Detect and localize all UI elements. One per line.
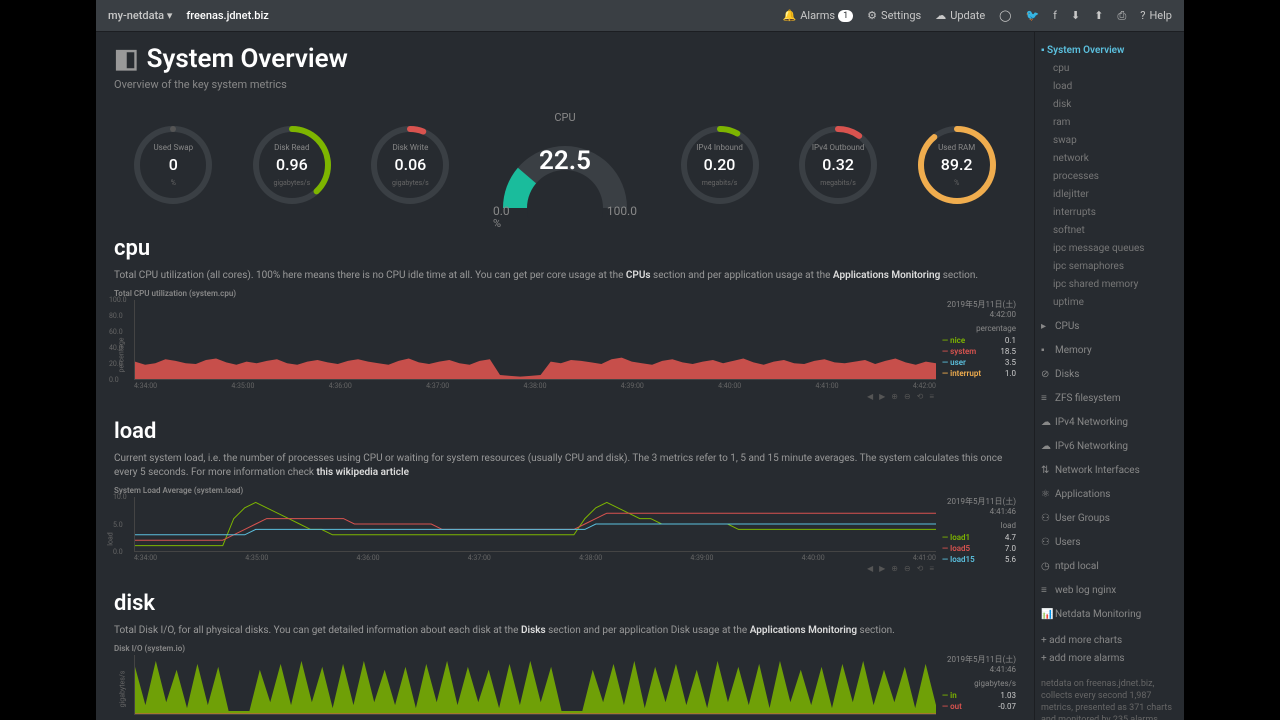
help-button[interactable]: ?Help xyxy=(1140,9,1172,22)
sidebar-sub-interrupts[interactable]: interrupts xyxy=(1041,204,1178,222)
sidebar-web-log-nginx[interactable]: ≡web log nginx xyxy=(1041,582,1178,600)
sidebar-applications[interactable]: ⚛Applications xyxy=(1041,486,1178,504)
disk-chart[interactable] xyxy=(134,655,936,715)
gauge-row: Used Swap 0 % Disk Read 0.96 gigabytes/s… xyxy=(114,111,1016,218)
gauge-ipv4-outbound[interactable]: IPv4 Outbound 0.32 megabits/s xyxy=(794,121,882,209)
sidebar-netdata-monitoring[interactable]: 📊Netdata Monitoring xyxy=(1041,606,1178,624)
sidebar-network-interfaces[interactable]: ⇅Network Interfaces xyxy=(1041,462,1178,480)
sidebar-footer: netdata on freenas.jdnet.biz, collects e… xyxy=(1041,678,1178,720)
print-icon[interactable]: ⎙ xyxy=(1117,9,1126,23)
upload-icon[interactable]: ⬆ xyxy=(1094,9,1103,22)
cpu-chart-title: Total CPU utilization (system.cpu) xyxy=(114,289,1016,298)
sidebar-ipv6-networking[interactable]: ☁IPv6 Networking xyxy=(1041,438,1178,456)
bookmark-icon: ◧ xyxy=(114,44,139,74)
cpu-chart[interactable]: 100.080.060.040.020.00.0 xyxy=(134,300,936,380)
disk-ylabel: gigabytes/s xyxy=(118,671,126,708)
sidebar: ▪ System Overview cpuloaddiskramswapnetw… xyxy=(1034,32,1184,720)
update-button[interactable]: ☁Update xyxy=(935,9,985,22)
cpu-gauge[interactable]: CPU 22.5 0.0 100.0 % xyxy=(485,111,645,218)
load-chart-title: System Load Average (system.load) xyxy=(114,486,1016,495)
gauge-ipv4-inbound[interactable]: IPv4 Inbound 0.20 megabits/s xyxy=(676,121,764,209)
sidebar-ipv4-networking[interactable]: ☁IPv4 Networking xyxy=(1041,414,1178,432)
twitter-icon[interactable]: 🐦 xyxy=(1025,9,1039,22)
sidebar-sub-idlejitter[interactable]: idlejitter xyxy=(1041,186,1178,204)
sidebar-sub-ipc-shared-memory[interactable]: ipc shared memory xyxy=(1041,276,1178,294)
gauge-disk-read[interactable]: Disk Read 0.96 gigabytes/s xyxy=(248,121,336,209)
cpu-heading: cpu xyxy=(114,236,1016,261)
sidebar-sub-load[interactable]: load xyxy=(1041,78,1178,96)
alarms-button[interactable]: 🔔Alarms1 xyxy=(783,9,854,22)
gear-icon: ⚙ xyxy=(867,9,877,22)
cpu-desc: Total CPU utilization (all cores). 100% … xyxy=(114,269,1016,283)
disk-desc: Total Disk I/O, for all physical disks. … xyxy=(114,624,1016,638)
sidebar-sub-softnet[interactable]: softnet xyxy=(1041,222,1178,240)
disks-link[interactable]: Disks xyxy=(521,625,546,636)
sidebar-extra[interactable]: + add more charts xyxy=(1041,632,1178,650)
sidebar-users[interactable]: ⚇Users xyxy=(1041,534,1178,552)
sidebar-sub-uptime[interactable]: uptime xyxy=(1041,294,1178,312)
sidebar-ntpd-local[interactable]: ◷ntpd local xyxy=(1041,558,1178,576)
github-icon[interactable]: ◯ xyxy=(999,9,1011,22)
sidebar-zfs-filesystem[interactable]: ≡ZFS filesystem xyxy=(1041,390,1178,408)
sidebar-sub-ram[interactable]: ram xyxy=(1041,114,1178,132)
sidebar-sub-disk[interactable]: disk xyxy=(1041,96,1178,114)
sidebar-cpus[interactable]: ▸CPUs xyxy=(1041,318,1178,336)
question-icon: ? xyxy=(1140,9,1145,22)
cloud-icon: ☁ xyxy=(935,9,946,22)
sidebar-sub-cpu[interactable]: cpu xyxy=(1041,60,1178,78)
load-desc: Current system load, i.e. the number of … xyxy=(114,452,1016,480)
load-heading: load xyxy=(114,419,1016,444)
gauge-disk-write[interactable]: Disk Write 0.06 gigabytes/s xyxy=(366,121,454,209)
cpu-legend: 2019年5月11日(土)4:42:00 percentage— nice0.1… xyxy=(936,300,1016,401)
sidebar-sub-ipc-message-queues[interactable]: ipc message queues xyxy=(1041,240,1178,258)
bell-icon: 🔔 xyxy=(783,9,797,22)
sidebar-sub-ipc-semaphores[interactable]: ipc semaphores xyxy=(1041,258,1178,276)
download-icon[interactable]: ⬇ xyxy=(1071,9,1080,22)
wiki-link[interactable]: this wikipedia article xyxy=(316,467,408,478)
sidebar-system-overview[interactable]: ▪ System Overview xyxy=(1041,42,1178,60)
sidebar-memory[interactable]: ▪Memory xyxy=(1041,342,1178,360)
load-chart[interactable]: 10.05.00.0 xyxy=(134,497,936,552)
disk-chart-title: Disk I/O (system.io) xyxy=(114,644,1016,653)
sidebar-user-groups[interactable]: ⚇User Groups xyxy=(1041,510,1178,528)
sidebar-sub-network[interactable]: network xyxy=(1041,150,1178,168)
sidebar-sub-processes[interactable]: processes xyxy=(1041,168,1178,186)
main-content: ◧System Overview Overview of the key sys… xyxy=(96,32,1034,720)
apps-link[interactable]: Applications Monitoring xyxy=(833,270,940,281)
gauge-used-swap[interactable]: Used Swap 0 % xyxy=(129,121,217,209)
page-title: ◧System Overview xyxy=(114,44,1016,74)
brand-dropdown[interactable]: my-netdata ▾ xyxy=(108,9,172,22)
apps-link-2[interactable]: Applications Monitoring xyxy=(750,625,857,636)
facebook-icon[interactable]: f xyxy=(1053,9,1057,22)
chart-toolbar[interactable]: ◀ ▶ ⊕ ⊖ ⟲ ≡ xyxy=(114,392,936,401)
disk-heading: disk xyxy=(114,591,1016,616)
chart-toolbar[interactable]: ◀ ▶ ⊕ ⊖ ⟲ ≡ xyxy=(114,564,936,573)
hostname: freenas.jdnet.biz xyxy=(186,9,268,22)
cpus-link[interactable]: CPUs xyxy=(626,270,651,281)
top-nav: my-netdata ▾ freenas.jdnet.biz 🔔Alarms1 … xyxy=(96,0,1184,32)
page-subtitle: Overview of the key system metrics xyxy=(114,78,1016,91)
sidebar-sub-swap[interactable]: swap xyxy=(1041,132,1178,150)
gauge-used-ram[interactable]: Used RAM 89.2 % xyxy=(913,121,1001,209)
settings-button[interactable]: ⚙Settings xyxy=(867,9,921,22)
sidebar-extra[interactable]: + add more alarms xyxy=(1041,650,1178,668)
load-legend: 2019年5月11日(土)4:41:46 load— load14.7— loa… xyxy=(936,497,1016,573)
disk-legend: 2019年5月11日(土)4:41:46 gigabytes/s— in1.03… xyxy=(936,655,1016,715)
sidebar-disks[interactable]: ⊘Disks xyxy=(1041,366,1178,384)
load-ylabel: load xyxy=(107,532,115,545)
